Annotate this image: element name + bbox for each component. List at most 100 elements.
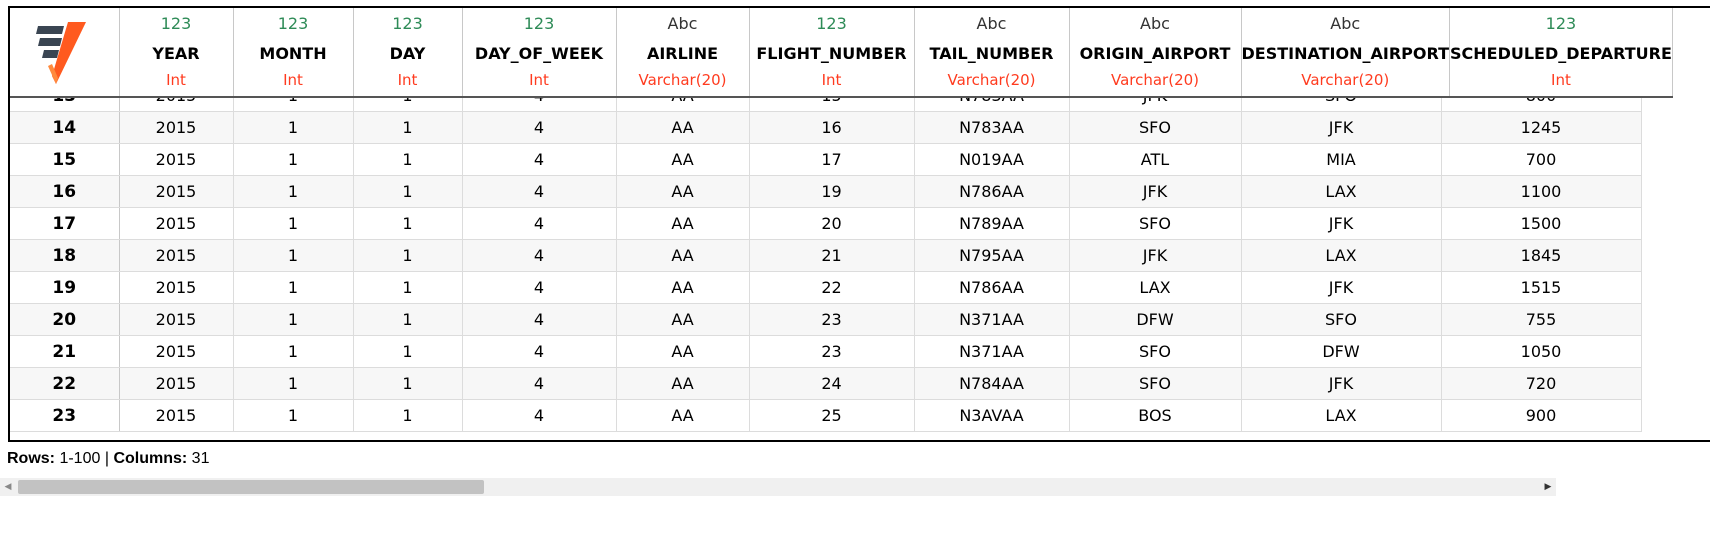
cell-flight-number[interactable]: 25 xyxy=(749,399,915,432)
cell-destination-airport[interactable]: MIA xyxy=(1241,143,1442,176)
cell-day[interactable]: 1 xyxy=(353,399,463,432)
cell-month[interactable]: 1 xyxy=(233,335,354,368)
cell-year[interactable]: 2015 xyxy=(119,207,234,240)
cell-flight-number[interactable]: 15 xyxy=(749,98,915,112)
row-number[interactable]: 16 xyxy=(10,175,120,208)
cell-scheduled-departure[interactable]: 755 xyxy=(1441,303,1642,336)
cell-scheduled-departure[interactable]: 800 xyxy=(1441,98,1642,112)
column-header-month[interactable]: 123 MONTH Int xyxy=(233,8,354,98)
cell-month[interactable]: 1 xyxy=(233,175,354,208)
cell-day-of-week[interactable]: 4 xyxy=(462,271,617,304)
cell-tail-number[interactable]: N783AA xyxy=(914,111,1070,144)
cell-year[interactable]: 2015 xyxy=(119,399,234,432)
cell-scheduled-departure[interactable]: 1845 xyxy=(1441,239,1642,272)
row-number[interactable]: 19 xyxy=(10,271,120,304)
cell-year[interactable]: 2015 xyxy=(119,303,234,336)
cell-year[interactable]: 2015 xyxy=(119,335,234,368)
cell-scheduled-departure[interactable]: 1500 xyxy=(1441,207,1642,240)
cell-airline[interactable]: AA xyxy=(616,303,750,336)
row-number[interactable]: 15 xyxy=(10,143,120,176)
cell-origin-airport[interactable]: DFW xyxy=(1069,303,1242,336)
cell-destination-airport[interactable]: DFW xyxy=(1241,335,1442,368)
cell-day[interactable]: 1 xyxy=(353,175,463,208)
column-header-day[interactable]: 123 DAY Int xyxy=(353,8,463,98)
cell-day-of-week[interactable]: 4 xyxy=(462,335,617,368)
cell-origin-airport[interactable]: LAX xyxy=(1069,271,1242,304)
scroll-right-arrow-icon[interactable]: ▶ xyxy=(1544,482,1552,492)
cell-flight-number[interactable]: 16 xyxy=(749,111,915,144)
cell-tail-number[interactable]: N371AA xyxy=(914,303,1070,336)
cell-day[interactable]: 1 xyxy=(353,303,463,336)
column-header-scheduled-departure[interactable]: 123 SCHEDULED_DEPARTURE Int xyxy=(1449,8,1673,98)
horizontal-scrollbar[interactable]: ◀ ▶ xyxy=(0,478,1556,496)
table-row[interactable]: 132015114AA15N783AAJFKSFO800 xyxy=(10,98,1642,112)
column-header-origin-airport[interactable]: Abc ORIGIN_AIRPORT Varchar(20) xyxy=(1069,8,1242,98)
cell-destination-airport[interactable]: LAX xyxy=(1241,175,1442,208)
column-header-day-of-week[interactable]: 123 DAY_OF_WEEK Int xyxy=(462,8,617,98)
cell-day[interactable]: 1 xyxy=(353,367,463,400)
row-number[interactable]: 14 xyxy=(10,111,120,144)
cell-flight-number[interactable]: 22 xyxy=(749,271,915,304)
cell-destination-airport[interactable]: SFO xyxy=(1241,98,1442,112)
cell-origin-airport[interactable]: JFK xyxy=(1069,175,1242,208)
cell-flight-number[interactable]: 24 xyxy=(749,367,915,400)
cell-day-of-week[interactable]: 4 xyxy=(462,98,617,112)
cell-year[interactable]: 2015 xyxy=(119,175,234,208)
cell-day-of-week[interactable]: 4 xyxy=(462,207,617,240)
scroll-left-arrow-icon[interactable]: ◀ xyxy=(4,482,12,492)
cell-airline[interactable]: AA xyxy=(616,111,750,144)
cell-origin-airport[interactable]: ATL xyxy=(1069,143,1242,176)
cell-month[interactable]: 1 xyxy=(233,207,354,240)
cell-scheduled-departure[interactable]: 1050 xyxy=(1441,335,1642,368)
cell-day[interactable]: 1 xyxy=(353,239,463,272)
cell-destination-airport[interactable]: JFK xyxy=(1241,111,1442,144)
cell-scheduled-departure[interactable]: 1100 xyxy=(1441,175,1642,208)
cell-tail-number[interactable]: N019AA xyxy=(914,143,1070,176)
cell-destination-airport[interactable]: JFK xyxy=(1241,271,1442,304)
row-number[interactable]: 13 xyxy=(10,98,120,112)
cell-scheduled-departure[interactable]: 1515 xyxy=(1441,271,1642,304)
row-number[interactable]: 22 xyxy=(10,367,120,400)
cell-airline[interactable]: AA xyxy=(616,207,750,240)
cell-day[interactable]: 1 xyxy=(353,143,463,176)
table-row[interactable]: 14 2015 1 1 4 AA 16 N783AA SFO JFK 1245 xyxy=(10,111,1642,144)
cell-year[interactable]: 2015 xyxy=(119,239,234,272)
table-row[interactable]: 19 2015 1 1 4 AA 22 N786AA LAX JFK 1515 xyxy=(10,271,1642,304)
cell-origin-airport[interactable]: SFO xyxy=(1069,335,1242,368)
cell-airline[interactable]: AA xyxy=(616,175,750,208)
cell-day-of-week[interactable]: 4 xyxy=(462,111,617,144)
cell-origin-airport[interactable]: JFK xyxy=(1069,239,1242,272)
cell-day-of-week[interactable]: 4 xyxy=(462,303,617,336)
table-row[interactable]: 16 2015 1 1 4 AA 19 N786AA JFK LAX 1100 xyxy=(10,175,1642,208)
scrollbar-thumb[interactable] xyxy=(18,480,484,494)
cell-month[interactable]: 1 xyxy=(233,143,354,176)
cell-tail-number[interactable]: N795AA xyxy=(914,239,1070,272)
cell-month[interactable]: 1 xyxy=(233,271,354,304)
cell-day[interactable]: 1 xyxy=(353,271,463,304)
cell-airline[interactable]: AA xyxy=(616,271,750,304)
cell-origin-airport[interactable]: BOS xyxy=(1069,399,1242,432)
cell-scheduled-departure[interactable]: 1245 xyxy=(1441,111,1642,144)
cell-day[interactable]: 1 xyxy=(353,111,463,144)
column-header-year[interactable]: 123 YEAR Int xyxy=(119,8,234,98)
cell-flight-number[interactable]: 23 xyxy=(749,303,915,336)
row-number[interactable]: 17 xyxy=(10,207,120,240)
table-row[interactable]: 21 2015 1 1 4 AA 23 N371AA SFO DFW 1050 xyxy=(10,335,1642,368)
cell-tail-number[interactable]: N3AVAA xyxy=(914,399,1070,432)
cell-scheduled-departure[interactable]: 700 xyxy=(1441,143,1642,176)
cell-flight-number[interactable]: 17 xyxy=(749,143,915,176)
cell-day-of-week[interactable]: 4 xyxy=(462,367,617,400)
cell-airline[interactable]: AA xyxy=(616,399,750,432)
cell-airline[interactable]: AA xyxy=(616,239,750,272)
cell-tail-number[interactable]: N783AA xyxy=(914,98,1070,112)
cell-origin-airport[interactable]: SFO xyxy=(1069,207,1242,240)
cell-origin-airport[interactable]: SFO xyxy=(1069,367,1242,400)
cell-scheduled-departure[interactable]: 720 xyxy=(1441,367,1642,400)
cell-day-of-week[interactable]: 4 xyxy=(462,175,617,208)
cell-airline[interactable]: AA xyxy=(616,335,750,368)
cell-month[interactable]: 1 xyxy=(233,303,354,336)
cell-year[interactable]: 2015 xyxy=(119,143,234,176)
cell-destination-airport[interactable]: JFK xyxy=(1241,367,1442,400)
cell-tail-number[interactable]: N789AA xyxy=(914,207,1070,240)
cell-tail-number[interactable]: N786AA xyxy=(914,271,1070,304)
